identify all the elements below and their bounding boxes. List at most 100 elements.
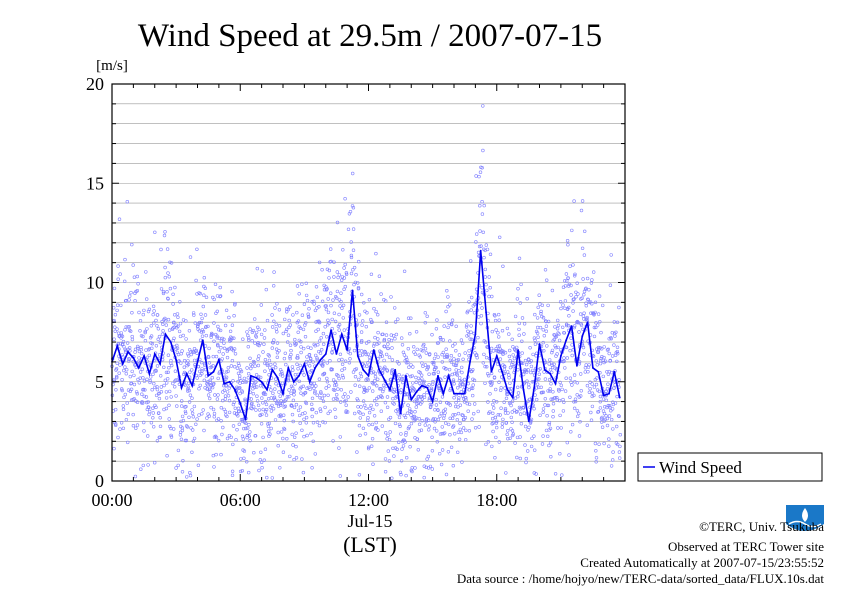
raw-point bbox=[585, 317, 589, 321]
raw-point bbox=[566, 305, 571, 310]
raw-point bbox=[506, 429, 510, 433]
raw-point bbox=[439, 462, 444, 467]
raw-point bbox=[381, 332, 385, 336]
raw-point bbox=[141, 312, 146, 317]
raw-point bbox=[512, 356, 517, 361]
raw-point bbox=[605, 348, 610, 352]
raw-point bbox=[248, 438, 252, 443]
raw-point bbox=[112, 318, 116, 323]
raw-point bbox=[526, 368, 530, 372]
raw-point bbox=[282, 427, 287, 431]
wind-speed-point bbox=[458, 392, 461, 395]
raw-point bbox=[602, 345, 606, 349]
raw-point bbox=[172, 320, 176, 324]
raw-point bbox=[319, 391, 323, 395]
raw-point bbox=[543, 377, 548, 381]
raw-point bbox=[130, 369, 134, 374]
raw-point bbox=[406, 316, 411, 320]
raw-point bbox=[559, 426, 563, 430]
raw-point bbox=[366, 446, 371, 451]
raw-point bbox=[306, 312, 310, 316]
raw-point bbox=[226, 394, 231, 398]
wind-speed-point bbox=[282, 392, 284, 395]
raw-point bbox=[529, 359, 533, 363]
raw-point bbox=[221, 390, 225, 394]
raw-point bbox=[474, 174, 478, 178]
raw-point bbox=[363, 432, 368, 436]
raw-point bbox=[367, 445, 371, 449]
raw-point bbox=[459, 430, 464, 435]
raw-point bbox=[445, 289, 449, 293]
raw-point bbox=[129, 382, 133, 386]
raw-point bbox=[148, 379, 153, 383]
raw-point bbox=[275, 355, 279, 359]
raw-point bbox=[322, 371, 327, 376]
wind-speed-point bbox=[116, 345, 119, 347]
raw-point bbox=[563, 366, 567, 370]
raw-point bbox=[156, 327, 161, 331]
raw-point bbox=[544, 324, 549, 328]
raw-point bbox=[354, 273, 358, 277]
raw-point bbox=[349, 271, 354, 276]
raw-point bbox=[287, 395, 291, 399]
raw-point bbox=[309, 431, 313, 436]
raw-point bbox=[341, 376, 345, 380]
raw-point bbox=[210, 385, 215, 390]
raw-point bbox=[519, 282, 523, 287]
raw-point bbox=[374, 426, 378, 430]
raw-point bbox=[478, 301, 482, 305]
raw-point bbox=[502, 400, 506, 404]
raw-point bbox=[605, 387, 610, 391]
raw-point bbox=[197, 387, 201, 391]
raw-point bbox=[117, 217, 122, 221]
raw-point bbox=[307, 353, 312, 357]
raw-point bbox=[486, 400, 490, 404]
raw-point bbox=[260, 396, 264, 400]
raw-point bbox=[229, 347, 234, 351]
raw-point bbox=[300, 313, 305, 317]
raw-point bbox=[141, 463, 146, 468]
raw-point bbox=[386, 342, 390, 346]
raw-point bbox=[398, 377, 402, 381]
raw-point bbox=[395, 447, 399, 451]
raw-point bbox=[181, 418, 186, 423]
raw-point bbox=[469, 324, 473, 328]
raw-point bbox=[355, 450, 359, 454]
raw-point bbox=[294, 456, 299, 460]
raw-point bbox=[346, 395, 350, 399]
raw-point bbox=[312, 381, 316, 386]
raw-point bbox=[115, 327, 119, 331]
raw-point bbox=[454, 349, 458, 353]
raw-point bbox=[414, 330, 419, 334]
raw-point bbox=[588, 387, 592, 391]
raw-point bbox=[595, 363, 599, 367]
raw-point bbox=[165, 454, 169, 458]
raw-point bbox=[376, 428, 380, 432]
raw-point bbox=[325, 287, 329, 291]
wind-speed-point bbox=[543, 368, 546, 371]
wind-speed-point bbox=[266, 388, 268, 391]
raw-point bbox=[400, 343, 405, 347]
raw-point bbox=[564, 345, 569, 350]
raw-point bbox=[309, 346, 313, 350]
raw-point bbox=[404, 433, 408, 437]
raw-point bbox=[572, 406, 577, 410]
raw-point bbox=[423, 321, 427, 325]
wind-speed-point bbox=[164, 333, 167, 335]
raw-point bbox=[236, 406, 241, 410]
raw-point bbox=[261, 435, 265, 440]
raw-point bbox=[162, 383, 166, 388]
raw-point bbox=[233, 303, 237, 307]
raw-point bbox=[341, 248, 345, 252]
raw-point bbox=[224, 308, 229, 312]
raw-point bbox=[254, 373, 259, 377]
raw-point bbox=[331, 347, 335, 351]
raw-point bbox=[164, 396, 169, 400]
raw-point bbox=[406, 347, 410, 351]
raw-point bbox=[424, 465, 428, 469]
raw-point bbox=[179, 352, 183, 356]
raw-point bbox=[296, 367, 300, 371]
raw-point bbox=[260, 412, 264, 417]
raw-point bbox=[549, 382, 553, 386]
raw-point bbox=[335, 289, 340, 294]
